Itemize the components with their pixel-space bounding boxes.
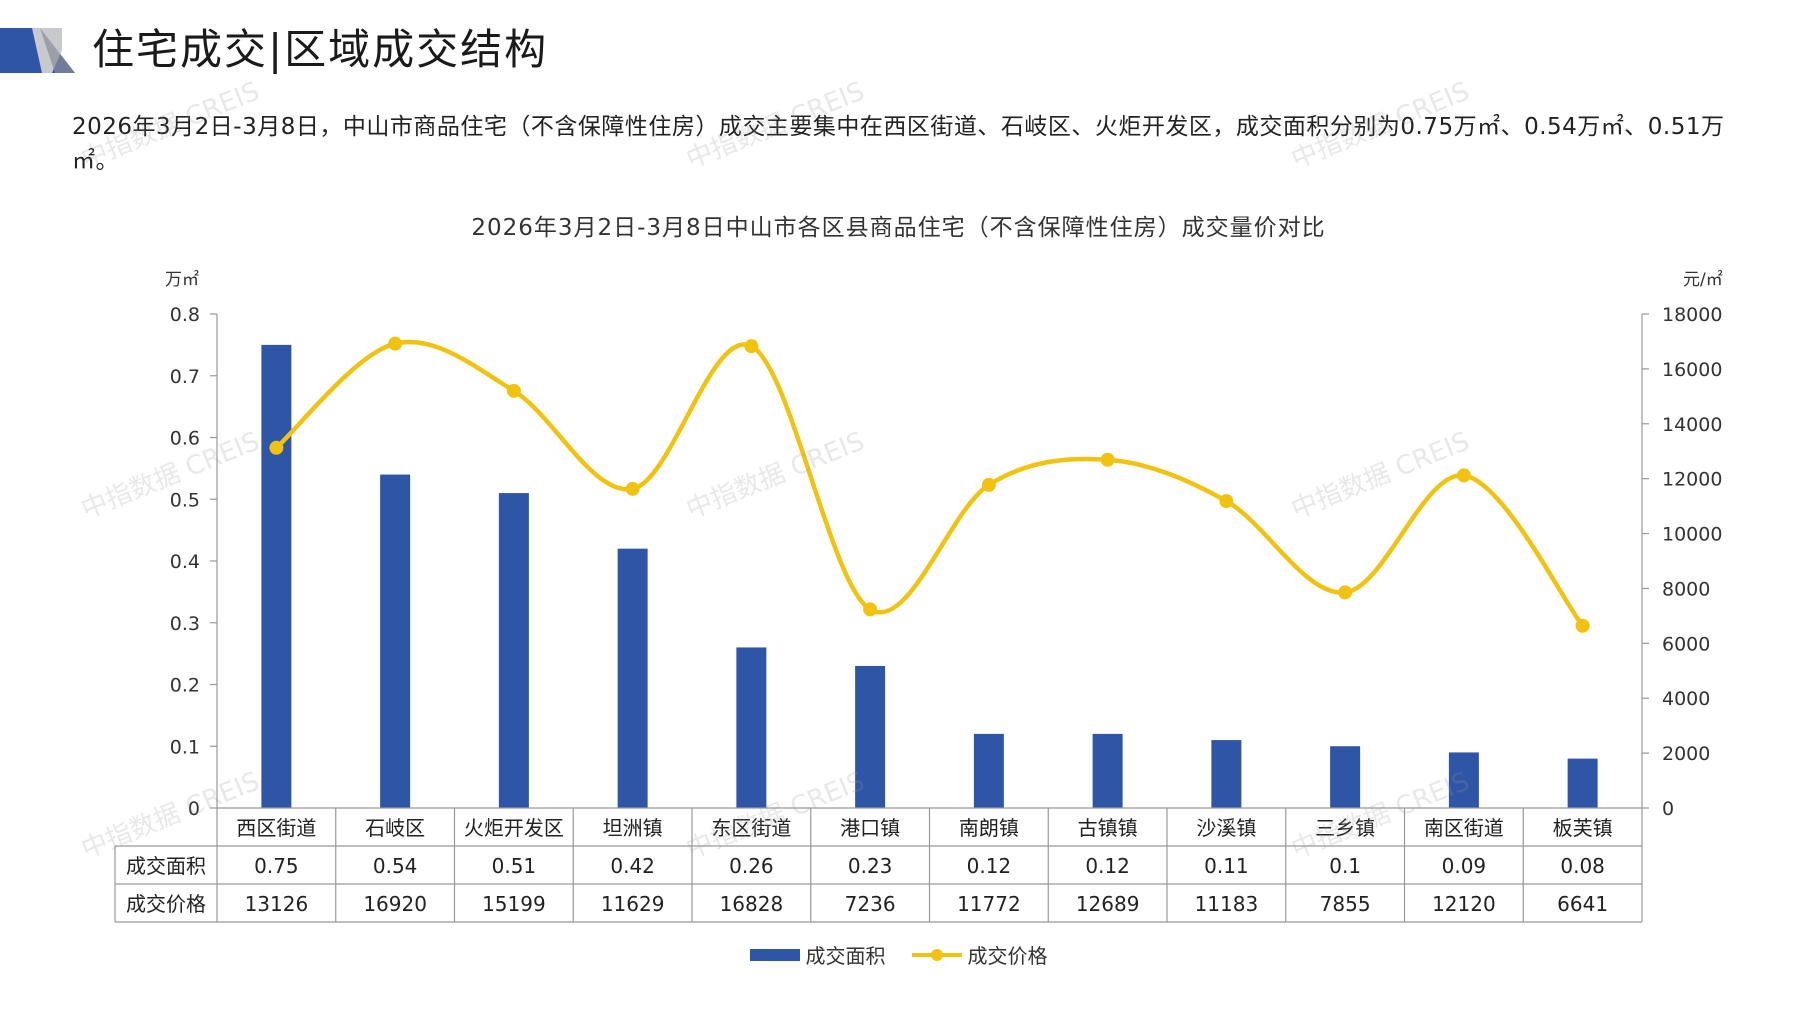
table-cell-price: 15199: [482, 892, 546, 916]
right-tick-label: 8000: [1662, 578, 1710, 600]
header-logo-icon: [0, 28, 75, 73]
table-row-header-price: 成交价格: [126, 892, 206, 916]
table-cell-area: 0.26: [729, 854, 774, 878]
table-cell-area: 0.12: [967, 854, 1012, 878]
category-label: 古镇镇: [1078, 816, 1138, 840]
category-label: 三乡镇: [1315, 816, 1375, 840]
bar-8: [1092, 733, 1123, 808]
table-cell-price: 11629: [601, 892, 665, 916]
bar-2: [380, 474, 411, 808]
chart-title: 2026年3月2日-3月8日中山市各区县商品住宅（不含保障性住房）成交量价对比: [471, 215, 1326, 241]
price-point-3: [506, 383, 521, 398]
right-tick-label: 12000: [1662, 469, 1722, 491]
table-cell-price: 16828: [720, 892, 784, 916]
bar-5: [736, 647, 767, 808]
price-point-7: [981, 477, 996, 492]
table-cell-area: 0.51: [492, 854, 537, 878]
legend-bar-swatch: [749, 948, 800, 961]
bar-12: [1567, 758, 1598, 808]
left-tick-label: 0.8: [170, 304, 200, 326]
left-tick-label: 0.3: [170, 613, 200, 635]
price-point-9: [1219, 494, 1234, 509]
category-label: 板芙镇: [1553, 816, 1613, 840]
category-label: 石岐区: [365, 816, 425, 840]
right-tick-label: 2000: [1662, 743, 1710, 765]
right-tick-label: 4000: [1662, 688, 1710, 710]
price-point-1: [269, 440, 284, 455]
legend-item-area: 成交面积: [749, 940, 886, 969]
right-tick-label: 10000: [1662, 524, 1722, 546]
chart-legend: 成交面积 成交价格: [0, 940, 1797, 969]
category-label: 西区街道: [236, 816, 316, 840]
table-cell-area: 0.75: [254, 854, 299, 878]
table-cell-area: 0.42: [610, 854, 655, 878]
price-point-5: [744, 339, 759, 354]
left-tick-label: 0.5: [170, 489, 200, 511]
table-cell-price: 12120: [1432, 892, 1496, 916]
right-tick-label: 16000: [1662, 359, 1722, 381]
left-tick-label: 0.7: [170, 366, 200, 388]
table-cell-price: 11183: [1195, 892, 1259, 916]
price-point-4: [625, 481, 640, 496]
page-title: 住宅成交|区域成交结构: [92, 25, 549, 74]
table-cell-area: 0.12: [1085, 854, 1130, 878]
right-axis-unit: 元/㎡: [1683, 270, 1723, 290]
bar-6: [855, 665, 886, 808]
category-label: 东区街道: [711, 816, 791, 840]
table-cell-area: 0.23: [848, 854, 893, 878]
table-cell-area: 0.09: [1442, 854, 1487, 878]
left-tick-label: 0.4: [170, 551, 200, 573]
bar-11: [1448, 752, 1479, 808]
table-cell-price: 7236: [845, 892, 896, 916]
category-label: 坦洲镇: [603, 816, 663, 840]
price-point-8: [1100, 452, 1115, 467]
table-cell-price: 6641: [1557, 892, 1608, 916]
price-point-12: [1575, 618, 1590, 633]
table-cell-price: 13126: [245, 892, 309, 916]
left-tick-label: 0.6: [170, 428, 200, 450]
price-series-line: [274, 339, 1585, 628]
right-tick-label: 0: [1662, 798, 1674, 820]
bar-10: [1330, 746, 1361, 808]
table-cell-area: 0.11: [1204, 854, 1249, 878]
table-row-header-area: 成交面积: [126, 854, 206, 878]
category-label: 火炬开发区: [464, 816, 564, 840]
price-point-6: [863, 602, 878, 617]
left-tick-label: 0.1: [170, 736, 200, 758]
left-tick-label: 0.2: [170, 675, 200, 697]
table-cell-area: 0.54: [373, 854, 418, 878]
right-tick-label: 14000: [1662, 414, 1722, 436]
price-point-2: [388, 336, 403, 351]
bar-9: [1211, 740, 1242, 808]
table-cell-price: 7855: [1320, 892, 1371, 916]
legend-item-price: 成交价格: [911, 940, 1048, 969]
legend-line-swatch: [911, 948, 962, 961]
bar-1: [261, 344, 292, 808]
table-cell-price: 16920: [363, 892, 427, 916]
table-cell-area: 0.08: [1560, 854, 1605, 878]
legend-label-price: 成交价格: [967, 944, 1048, 968]
bar-3: [498, 493, 529, 808]
category-label: 南区街道: [1424, 816, 1504, 840]
table-cell-price: 11772: [957, 892, 1021, 916]
intro-text: 2026年3月2日-3月8日，中山市商品住宅（不含保障性住房）成交主要集中在西区…: [72, 114, 1725, 174]
price-point-10: [1338, 585, 1353, 600]
legend-label-area: 成交面积: [805, 944, 886, 968]
bar-7: [973, 733, 1004, 808]
left-axis-unit: 万㎡: [165, 270, 199, 290]
price-point-11: [1456, 468, 1471, 483]
left-tick-label: 0: [188, 798, 200, 820]
right-tick-label: 18000: [1662, 304, 1722, 326]
category-label: 沙溪镇: [1196, 816, 1256, 840]
bar-4: [617, 548, 648, 808]
category-label: 南朗镇: [959, 816, 1019, 840]
category-label: 港口镇: [840, 816, 900, 840]
table-cell-price: 12689: [1076, 892, 1140, 916]
table-cell-area: 0.1: [1329, 854, 1361, 878]
right-tick-label: 6000: [1662, 633, 1710, 655]
